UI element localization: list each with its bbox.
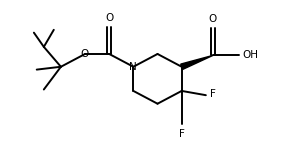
Text: O: O bbox=[105, 13, 113, 23]
Text: F: F bbox=[210, 89, 216, 99]
Text: OH: OH bbox=[242, 50, 258, 60]
Text: O: O bbox=[209, 14, 217, 24]
Text: O: O bbox=[80, 49, 89, 59]
Text: F: F bbox=[179, 129, 185, 139]
Text: N: N bbox=[130, 62, 137, 72]
Polygon shape bbox=[181, 55, 213, 69]
